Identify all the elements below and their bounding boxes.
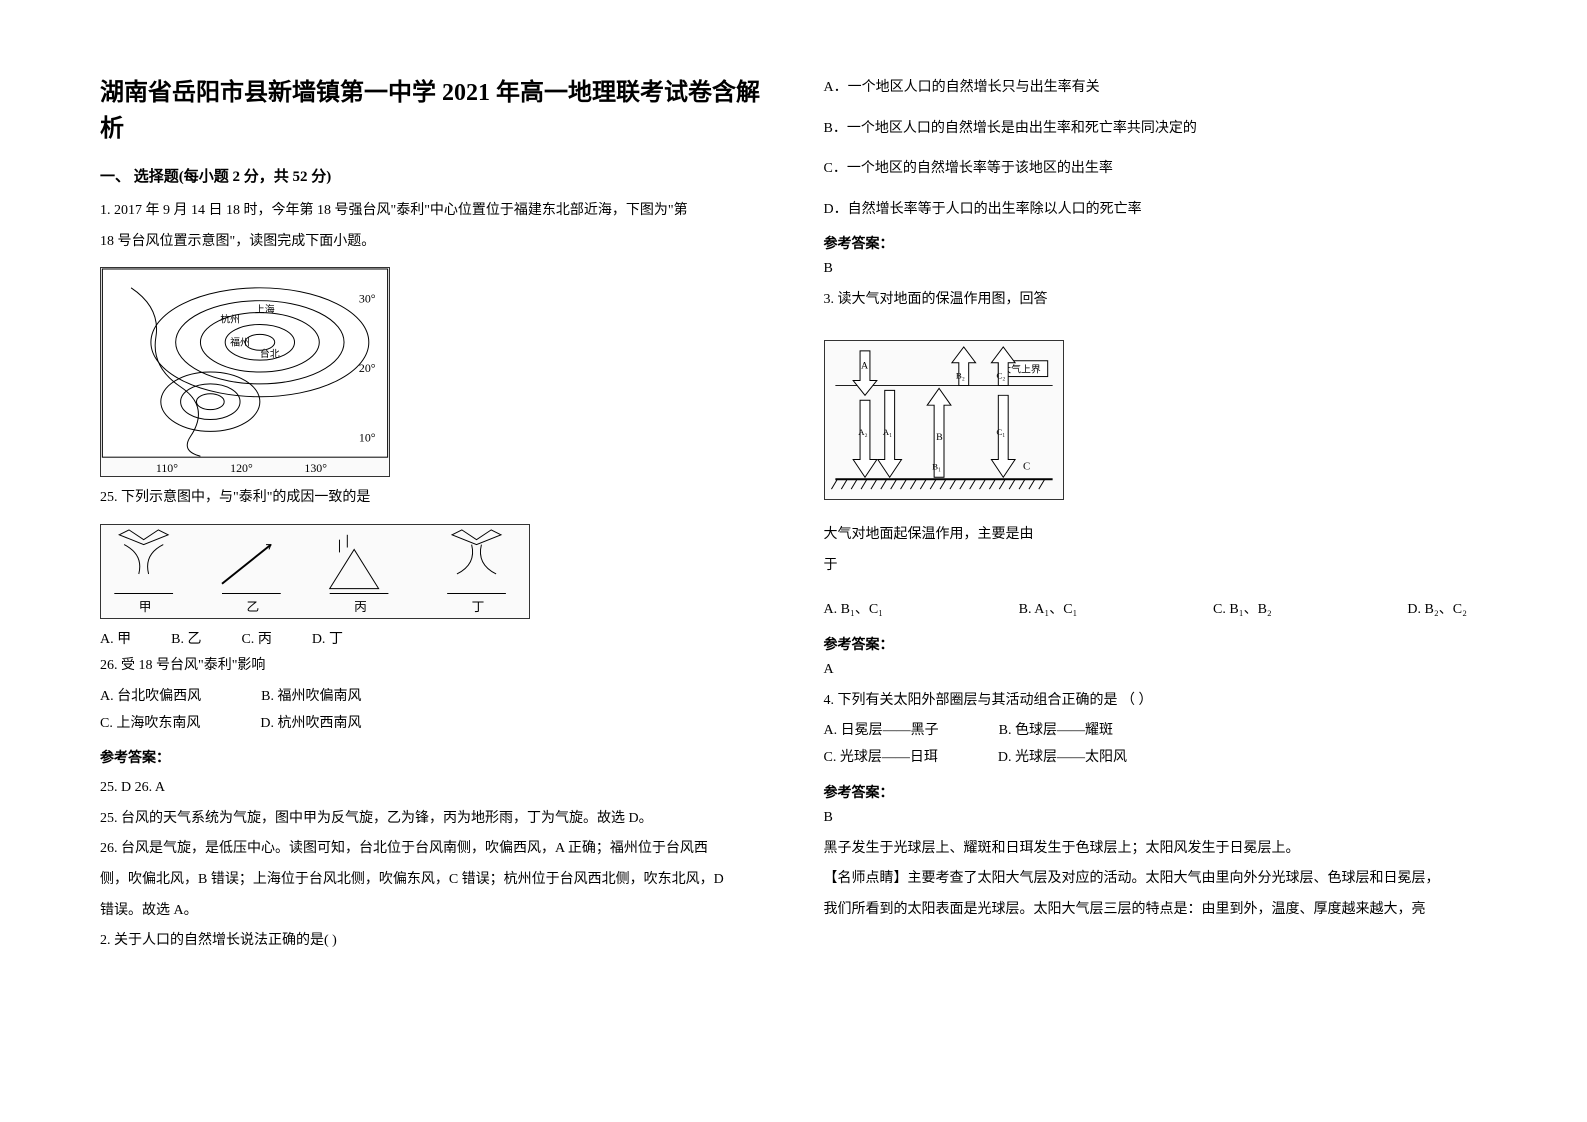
svg-text:B₂: B₂ bbox=[955, 370, 964, 380]
q25-opt-c: C. 丙 bbox=[241, 627, 271, 654]
cause-svg: 甲 乙 丙 丁 bbox=[101, 525, 529, 618]
q4-opt-a: A. 日冕层——黑子 bbox=[824, 718, 939, 745]
svg-text:A₂: A₂ bbox=[858, 427, 868, 437]
right-column: A．一个地区人口的自然增长只与出生率有关 B．一个地区人口的自然增长是由出生率和… bbox=[824, 75, 1488, 1047]
q4-explain-l2: 【名师点睛】主要考查了太阳大气层及对应的活动。太阳大气由里向外分光球层、色球层和… bbox=[824, 866, 1488, 893]
q26-opt-c: C. 上海吹东南风 bbox=[100, 711, 200, 738]
lon-110: 110° bbox=[156, 461, 178, 475]
q3-stem: 3. 读大气对地面的保温作用图，回答 bbox=[824, 287, 1488, 314]
city-taibei: 台北 bbox=[260, 347, 280, 360]
svg-text:丙: 丙 bbox=[354, 600, 367, 614]
svg-text:A: A bbox=[861, 361, 869, 372]
q2-stem: 2. 关于人口的自然增长说法正确的是( ) bbox=[100, 928, 764, 955]
lon-130: 130° bbox=[304, 461, 327, 475]
city-hangzhou: 杭州 bbox=[220, 313, 240, 326]
q4-opt-d: D. 光球层——太阳风 bbox=[998, 745, 1127, 772]
q4-row2: C. 光球层——日珥 D. 光球层——太阳风 bbox=[824, 745, 1488, 772]
svg-text:C₁: C₁ bbox=[996, 427, 1005, 437]
q2-opt-d: D．自然增长率等于人口的出生率除以人口的死亡率 bbox=[824, 197, 1488, 224]
q4-row1: A. 日冕层——黑子 B. 色球层——耀斑 bbox=[824, 718, 1488, 745]
panel-yi: 乙 bbox=[222, 544, 281, 614]
typhoon-svg: 30° 20° 10° 110° 120° 130° 上海 杭州 福州 台北 bbox=[101, 268, 389, 476]
svg-text:乙: 乙 bbox=[246, 600, 259, 614]
lat-10: 10° bbox=[359, 431, 376, 445]
svg-text:甲: 甲 bbox=[139, 600, 152, 614]
atmosphere-svg: 大气上界 A A₂ A₁ B B₁ bbox=[825, 341, 1063, 499]
svg-text:A₁: A₁ bbox=[882, 427, 892, 437]
q3-substem-l1: 大气对地面起保温作用，主要是由 bbox=[824, 522, 1488, 549]
section-1-heading: 一、 选择题(每小题 2 分，共 52 分) bbox=[100, 165, 764, 186]
q2-answer: B bbox=[824, 261, 1488, 277]
q1-answer-label: 参考答案： bbox=[100, 747, 764, 767]
q25-opt-b: B. 乙 bbox=[171, 627, 201, 654]
q3-opt-a: A. B₁、C₁ bbox=[824, 597, 884, 624]
svg-text:丁: 丁 bbox=[472, 600, 485, 614]
left-column: 湖南省岳阳市县新墙镇第一中学 2021 年高一地理联考试卷含解析 一、 选择题(… bbox=[100, 75, 764, 1047]
q1-explain26-l1: 26. 台风是气旋，是低压中心。读图可知，台北位于台风南侧，吹偏西风，A 正确；… bbox=[100, 836, 764, 863]
lat-30: 30° bbox=[359, 292, 376, 306]
panel-ding: 丁 bbox=[447, 530, 506, 614]
svg-text:B₁: B₁ bbox=[932, 461, 941, 471]
q2-answer-label: 参考答案： bbox=[824, 233, 1488, 253]
q1-stem-line1: 1. 2017 年 9 月 14 日 18 时，今年第 18 号强台风"泰利"中… bbox=[100, 198, 764, 225]
city-shanghai: 上海 bbox=[255, 303, 275, 316]
q2-opt-c: C．一个地区的自然增长率等于该地区的出生率 bbox=[824, 156, 1488, 183]
lat-20: 20° bbox=[359, 361, 376, 375]
q3-opt-b: B. A₁、C₁ bbox=[1019, 597, 1078, 624]
typhoon-map-figure: 30° 20° 10° 110° 120° 130° 上海 杭州 福州 台北 bbox=[100, 267, 390, 477]
panel-jia: 甲 bbox=[114, 530, 173, 614]
q1-explain25: 25. 台风的天气系统为气旋，图中甲为反气旋，乙为锋，丙为地形雨，丁为气旋。故选… bbox=[100, 806, 764, 833]
q2-opt-b: B．一个地区人口的自然增长是由出生率和死亡率共同决定的 bbox=[824, 116, 1488, 143]
svg-text:C₂: C₂ bbox=[996, 370, 1005, 380]
q2-opt-a: A．一个地区人口的自然增长只与出生率有关 bbox=[824, 75, 1488, 102]
q4-answer-label: 参考答案： bbox=[824, 782, 1488, 802]
q26-row2: C. 上海吹东南风 D. 杭州吹西南风 bbox=[100, 711, 764, 738]
q26-opt-a: A. 台北吹偏西风 bbox=[100, 684, 201, 711]
q3-answer: A bbox=[824, 662, 1488, 678]
q4-opt-c: C. 光球层——日珥 bbox=[824, 745, 938, 772]
atmosphere-figure: 大气上界 A A₂ A₁ B B₁ bbox=[824, 340, 1064, 500]
q3-options: A. B₁、C₁ B. A₁、C₁ C. B₁、B₂ D. B₂、C₂ bbox=[824, 597, 1488, 624]
q4-explain-l3: 我们所看到的太阳表面是光球层。太阳大气层三层的特点是：由里到外，温度、厚度越来越… bbox=[824, 897, 1488, 924]
q26-row1: A. 台北吹偏西风 B. 福州吹偏南风 bbox=[100, 684, 764, 711]
q3-answer-label: 参考答案： bbox=[824, 634, 1488, 654]
lon-120: 120° bbox=[230, 461, 253, 475]
q1-sub25-stem: 25. 下列示意图中，与"泰利"的成因一致的是 bbox=[100, 485, 764, 512]
doc-title: 湖南省岳阳市县新墙镇第一中学 2021 年高一地理联考试卷含解析 bbox=[100, 75, 764, 147]
q1-explain26-l3: 错误。故选 A。 bbox=[100, 898, 764, 925]
q4-answer: B bbox=[824, 810, 1488, 826]
svg-text:B: B bbox=[936, 432, 943, 443]
q1-sub25-options: A. 甲 B. 乙 C. 丙 D. 丁 bbox=[100, 627, 764, 654]
q3-opt-d: D. B₂、C₂ bbox=[1407, 597, 1467, 624]
q1-answer-line: 25. D 26. A bbox=[100, 775, 764, 802]
q1-explain26-l2: 侧，吹偏北风，B 错误；上海位于台风北侧，吹偏东风，C 错误；杭州位于台风西北侧… bbox=[100, 867, 764, 894]
q25-opt-a: A. 甲 bbox=[100, 627, 131, 654]
q4-explain-l1: 黑子发生于光球层上、耀斑和日珥发生于色球层上；太阳风发生于日冕层上。 bbox=[824, 836, 1488, 863]
q4-opt-b: B. 色球层——耀斑 bbox=[999, 718, 1113, 745]
q1-stem-line2: 18 号台风位置示意图"，读图完成下面小题。 bbox=[100, 229, 764, 256]
q1-sub26-stem: 26. 受 18 号台风"泰利"影响 bbox=[100, 653, 764, 680]
q25-opt-d: D. 丁 bbox=[312, 627, 343, 654]
q3-opt-c: C. B₁、B₂ bbox=[1213, 597, 1272, 624]
panel-bing: 丙 bbox=[330, 535, 389, 614]
q4-stem: 4. 下列有关太阳外部圈层与其活动组合正确的是 （ ） bbox=[824, 688, 1488, 715]
cause-diagrams-figure: 甲 乙 丙 丁 bbox=[100, 524, 530, 619]
svg-text:C: C bbox=[1023, 460, 1030, 472]
q26-opt-d: D. 杭州吹西南风 bbox=[260, 711, 361, 738]
city-fuzhou: 福州 bbox=[230, 335, 250, 348]
q26-opt-b: B. 福州吹偏南风 bbox=[261, 684, 361, 711]
q3-substem-l2: 于 bbox=[824, 553, 1488, 580]
